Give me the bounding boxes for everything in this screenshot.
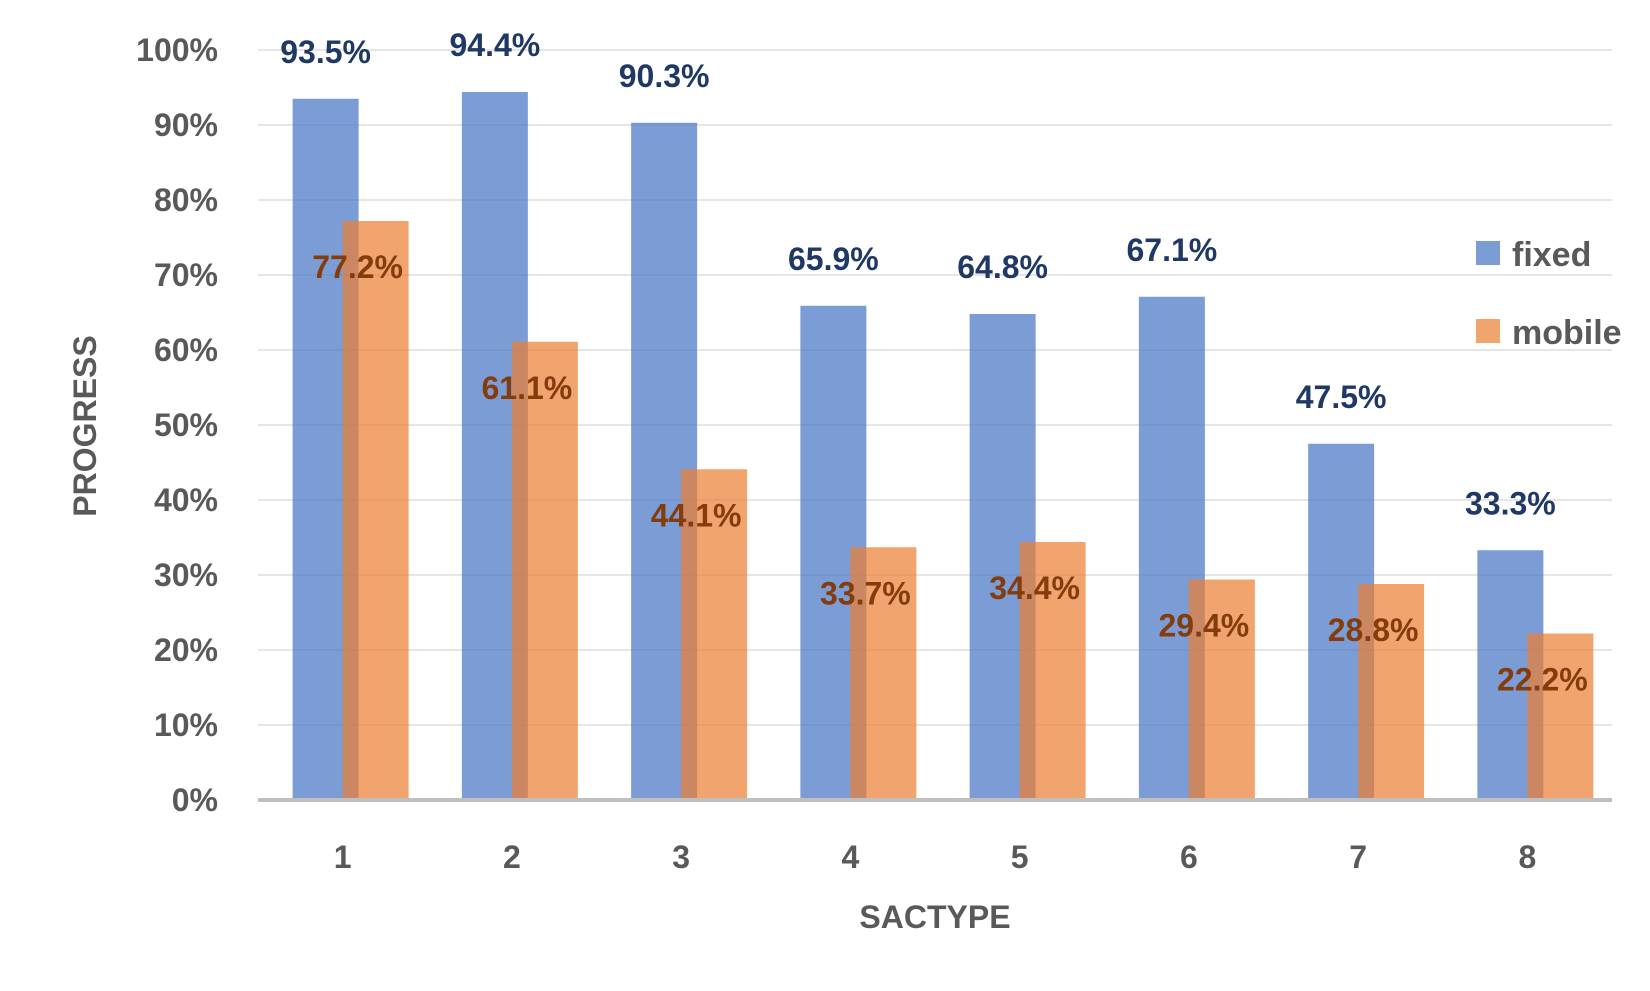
y-tick-label: 100%	[136, 32, 218, 68]
data-label-fixed: 47.5%	[1296, 379, 1387, 415]
data-label-fixed: 33.3%	[1465, 485, 1556, 521]
y-tick-label: 60%	[154, 332, 218, 368]
y-tick-label: 80%	[154, 182, 218, 218]
x-tick-label: 4	[841, 839, 859, 875]
data-label-fixed: 64.8%	[957, 249, 1048, 285]
bar-mobile	[850, 547, 917, 800]
data-label-mobile: 61.1%	[482, 370, 573, 406]
data-labels: 93.5% 94.4% 90.3% 65.9% 64.8% 67.1% 47.5% 33.3%…	[280, 27, 1587, 698]
y-tick-label: 70%	[154, 257, 218, 293]
bars	[292, 92, 1594, 800]
data-label-mobile: 33.7%	[820, 575, 911, 611]
x-tick-label: 6	[1180, 839, 1198, 875]
bar-mobile	[1019, 542, 1086, 800]
x-tick-label: 7	[1349, 839, 1367, 875]
y-axis-title: PROGRESS	[67, 335, 103, 516]
y-tick-label: 20%	[154, 632, 218, 668]
data-label-mobile: 28.8%	[1328, 612, 1419, 648]
bar-mobile	[1527, 633, 1594, 800]
bar-mobile	[1358, 584, 1425, 800]
bar-mobile	[681, 469, 748, 800]
y-tick-label: 30%	[154, 557, 218, 593]
bar-mobile	[1188, 579, 1255, 800]
data-label-mobile: 44.1%	[651, 497, 742, 533]
y-tick-label: 0%	[172, 782, 218, 818]
x-tick-label: 8	[1518, 839, 1536, 875]
legend-label-mobile: mobile	[1512, 314, 1622, 352]
data-label-fixed: 67.1%	[1127, 232, 1218, 268]
data-label-fixed: 94.4%	[450, 27, 541, 63]
legend-swatch-fixed	[1476, 241, 1500, 265]
legend-label-fixed: fixed	[1512, 236, 1591, 274]
x-tick-label: 5	[1011, 839, 1029, 875]
x-axis-title: SACTYPE	[859, 899, 1010, 935]
bar-mobile	[342, 221, 409, 800]
legend-swatch-mobile	[1476, 319, 1500, 343]
data-label-mobile: 29.4%	[1159, 608, 1250, 644]
x-axis-ticks: 1 2 3 4 5 6 7 8	[334, 839, 1537, 875]
legend: fixed mobile	[1476, 236, 1622, 352]
data-label-mobile: 22.2%	[1497, 662, 1588, 698]
data-label-fixed: 93.5%	[280, 34, 371, 70]
data-label-fixed: 65.9%	[788, 241, 879, 277]
bar-mobile	[511, 341, 578, 800]
y-tick-label: 50%	[154, 407, 218, 443]
y-tick-label: 40%	[154, 482, 218, 518]
x-tick-label: 3	[672, 839, 690, 875]
x-tick-label: 1	[334, 839, 352, 875]
data-label-mobile: 34.4%	[989, 570, 1080, 606]
x-tick-label: 2	[503, 839, 521, 875]
y-tick-label: 10%	[154, 707, 218, 743]
data-label-fixed: 90.3%	[619, 58, 710, 94]
y-axis-ticks: 0% 10% 20% 30% 40% 50% 60% 70% 80% 90% 100%	[136, 32, 218, 818]
data-label-mobile: 77.2%	[312, 249, 403, 285]
y-tick-label: 90%	[154, 107, 218, 143]
